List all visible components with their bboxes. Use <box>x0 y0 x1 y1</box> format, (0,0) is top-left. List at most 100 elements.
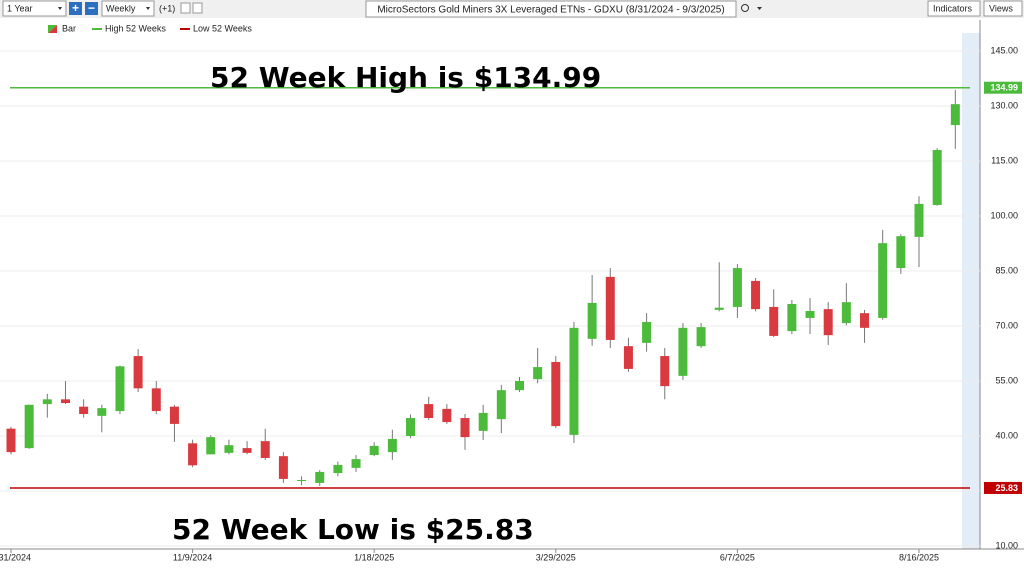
candle <box>660 348 670 400</box>
candle-body <box>369 445 379 456</box>
candle-body <box>623 346 633 369</box>
y-tick-label: 55.00 <box>995 375 1018 385</box>
y-tick-label: 145.00 <box>990 45 1018 55</box>
interval-select[interactable] <box>101 0 155 17</box>
price-tag-label: 25.83 <box>995 483 1018 493</box>
offset-minus[interactable] <box>192 2 203 14</box>
search-icon[interactable] <box>741 4 749 12</box>
candle-body <box>860 313 870 328</box>
candle-body <box>587 302 597 339</box>
candle-body <box>823 309 833 336</box>
candle <box>932 148 942 206</box>
candle <box>605 268 615 348</box>
symbol-box[interactable] <box>365 0 737 18</box>
dropdown-arrow <box>58 7 62 10</box>
y-tick-label: 10.00 <box>995 540 1018 550</box>
candle-body <box>6 428 16 453</box>
candle <box>950 89 960 149</box>
candle-body <box>351 459 361 468</box>
candle-body <box>714 307 724 310</box>
views-button[interactable] <box>983 0 1023 17</box>
candle <box>406 414 416 439</box>
candle-body <box>333 464 343 474</box>
candle <box>514 376 524 392</box>
candle <box>587 275 597 346</box>
candle-body <box>841 302 851 324</box>
offset-plus[interactable] <box>180 2 191 14</box>
candle <box>369 442 379 457</box>
candle <box>60 381 70 405</box>
candle <box>151 381 161 414</box>
candle-body <box>642 321 652 343</box>
candle-body <box>551 361 561 427</box>
dropdown-arrow <box>146 7 150 10</box>
candle-body <box>297 480 307 481</box>
candle-body <box>97 408 107 416</box>
candle <box>623 337 633 372</box>
candle-body <box>60 399 70 403</box>
candle <box>224 439 234 455</box>
indicators-button[interactable] <box>927 0 981 17</box>
chart-title: MicroSectors Gold Miners 3X Leveraged ET… <box>377 5 724 16</box>
candle <box>42 393 52 418</box>
y-tick-label: 70.00 <box>995 320 1018 330</box>
candle <box>569 321 579 443</box>
price-tag <box>984 81 1022 94</box>
candle <box>751 277 761 312</box>
candle <box>6 426 16 455</box>
candle-body <box>406 418 416 436</box>
candle-body <box>569 327 579 435</box>
candle-body <box>950 104 960 126</box>
candle-body <box>460 418 470 438</box>
candle-body <box>42 399 52 405</box>
candle-body <box>242 448 252 453</box>
candle-body <box>751 280 761 310</box>
candle-body <box>769 306 779 336</box>
candle-body <box>133 356 143 389</box>
y-tick-label: 130.00 <box>990 100 1018 110</box>
zoom-in[interactable] <box>69 2 82 15</box>
period-select[interactable] <box>2 0 67 17</box>
annotation: 52 Week High is $134.99 <box>210 61 601 94</box>
candle-body <box>188 443 198 466</box>
candle-body <box>24 404 34 449</box>
candle-body <box>387 438 397 453</box>
offset: (+1) <box>159 3 175 13</box>
candle-body <box>805 310 815 318</box>
candle-body <box>79 406 89 414</box>
candle <box>769 289 779 337</box>
candle <box>260 428 270 460</box>
y-tick-label: 85.00 <box>995 265 1018 275</box>
candle <box>805 298 815 335</box>
dropdown-arrow <box>757 7 762 10</box>
y-tick-label: 115.00 <box>991 155 1018 165</box>
candle <box>442 404 452 424</box>
legend-label: Low 52 Weeks <box>193 23 252 33</box>
candle <box>642 313 652 352</box>
candle-body <box>732 268 742 307</box>
candle-body <box>442 408 452 423</box>
candle <box>696 323 706 348</box>
candle <box>551 356 561 428</box>
candle-body <box>787 304 797 332</box>
candle-body <box>260 441 270 458</box>
candle-body <box>660 356 670 387</box>
x-tick-label: 8/31/2024 <box>0 552 31 562</box>
candle <box>823 302 833 346</box>
price-tag-label: 134.99 <box>990 83 1018 93</box>
candle-body <box>315 471 325 483</box>
legend-label: Bar <box>62 23 76 33</box>
zoom-out[interactable] <box>85 2 98 15</box>
y-tick-label: 40.00 <box>995 430 1018 440</box>
candle <box>333 461 343 477</box>
x-tick-label: 3/29/2025 <box>536 552 576 562</box>
candle <box>714 262 724 312</box>
candle <box>878 229 888 320</box>
candle <box>533 348 543 384</box>
candle <box>478 404 488 441</box>
candle-body <box>278 456 288 479</box>
x-tick-label: 6/7/2025 <box>720 552 755 562</box>
minus: − <box>88 1 95 15</box>
candle <box>97 404 107 433</box>
